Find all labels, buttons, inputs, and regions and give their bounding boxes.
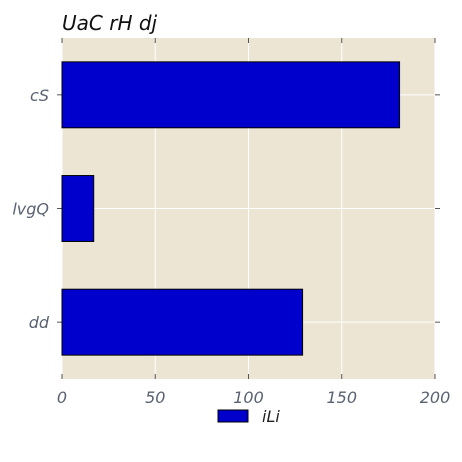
y-tick-label: dd [29, 313, 50, 332]
x-tick-label: 50 [145, 388, 165, 407]
y-tick-label: lvgQ [12, 200, 49, 219]
bar [61, 61, 401, 129]
bar [61, 288, 304, 356]
chart-title: UaC rH dj [62, 11, 158, 35]
axis-ticks [57, 38, 440, 379]
bars [61, 61, 401, 356]
x-tick-label: 0 [57, 388, 67, 407]
x-tick-label: 150 [326, 388, 357, 407]
y-tick-label: cS [30, 86, 49, 105]
y-axis-tick-labels: cS lvgQ dd [12, 86, 50, 332]
legend-label: iLi [262, 407, 280, 426]
bar [61, 175, 95, 242]
x-tick-label: 100 [233, 388, 264, 407]
legend: iLi [217, 407, 280, 426]
legend-swatch [217, 409, 249, 423]
x-axis-tick-labels: 0 50 100 150 200 [57, 388, 450, 407]
x-tick-label: 200 [420, 388, 451, 407]
